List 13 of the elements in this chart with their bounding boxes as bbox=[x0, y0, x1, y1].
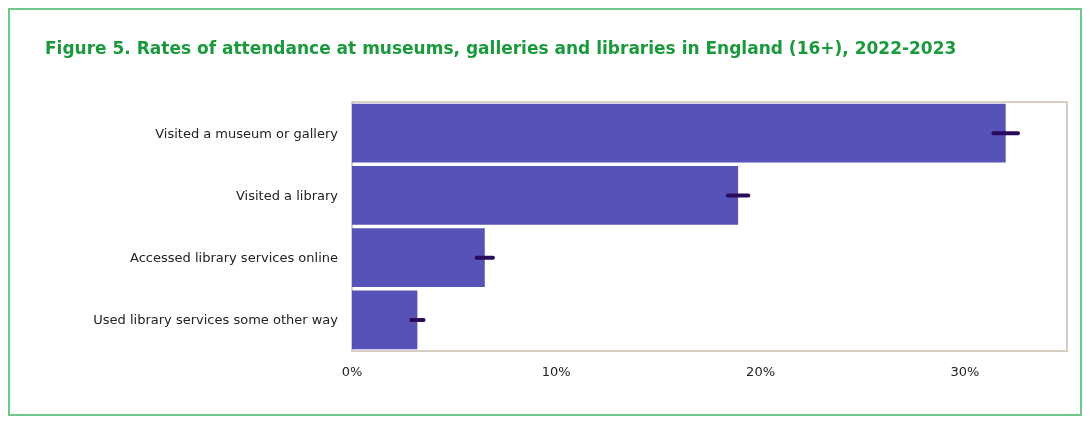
x-tick-label: 10% bbox=[541, 364, 571, 379]
x-tick-label: 0% bbox=[341, 364, 363, 379]
y-tick-label: Visited a library bbox=[235, 187, 339, 203]
y-tick-label: Accessed library services online bbox=[130, 250, 338, 266]
bar bbox=[352, 166, 739, 225]
bar bbox=[352, 103, 1006, 163]
x-tick-label: 20% bbox=[746, 364, 776, 379]
x-tick-label: 30% bbox=[950, 364, 980, 379]
bar bbox=[352, 290, 418, 350]
y-tick-label: Visited a museum or gallery bbox=[155, 125, 339, 141]
y-tick-label: Used library services some other way bbox=[93, 312, 339, 328]
chart-title: Figure 5. Rates of attendance at museums, galleries and libraries in England (16+), 2022-2023 bbox=[45, 37, 957, 58]
bar bbox=[352, 228, 485, 287]
